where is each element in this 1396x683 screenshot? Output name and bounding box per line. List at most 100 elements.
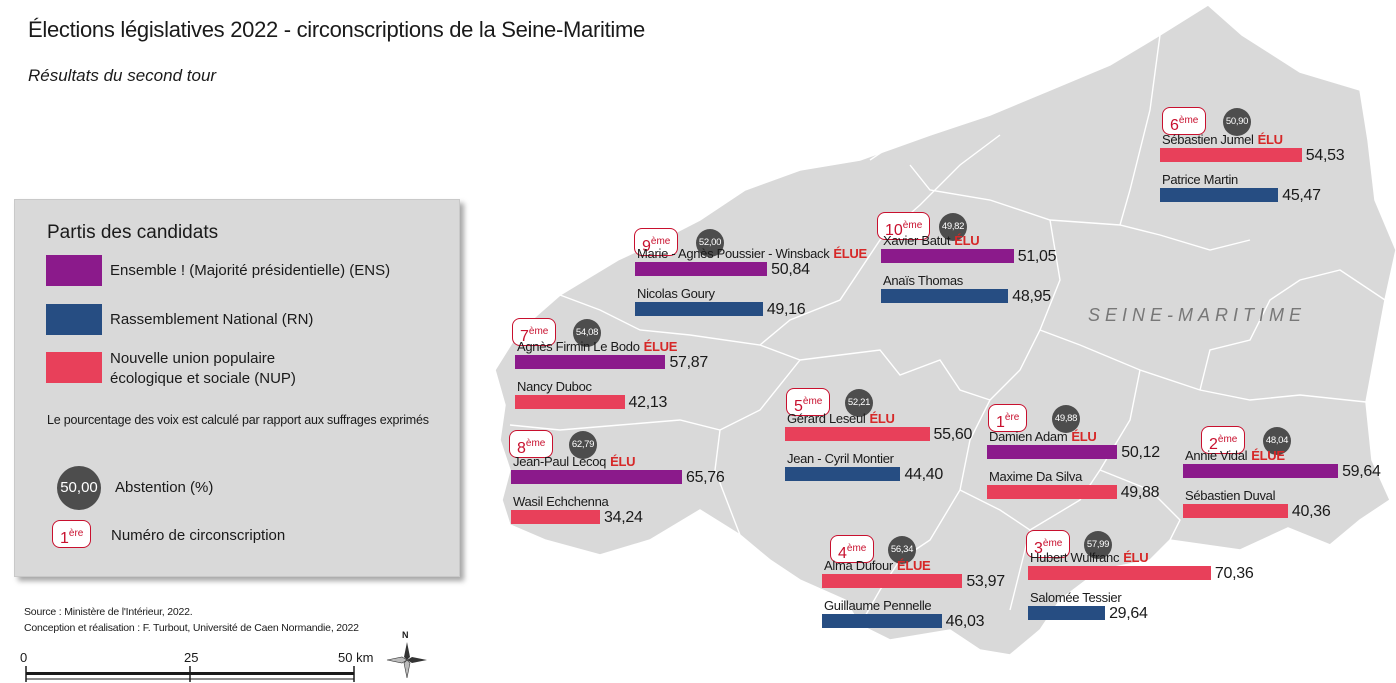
scale-bar: 0 25 50 km (20, 650, 390, 683)
circonscription-suffix: ème (846, 543, 867, 554)
abstention-circle: 49,88 (1052, 405, 1080, 433)
circonscription-suffix: ère (1004, 412, 1020, 423)
candidate-label: Damien Adam ÉLU (989, 429, 1097, 444)
candidate-name: Annie Vidal (1185, 448, 1248, 463)
circonscription-suffix: ème (1042, 538, 1063, 549)
candidate-name: Gérard Leseul (787, 411, 866, 426)
candidate-name: Jean - Cyril Montier (787, 451, 894, 466)
candidate-name: Sébastien Jumel (1162, 132, 1254, 147)
circonscription-number: 7 (520, 328, 529, 345)
source-line: Source : Ministère de l'Intérieur, 2022. (24, 606, 193, 618)
circonscription-number: 9 (642, 238, 651, 255)
legend-label-nup-line1: Nouvelle union populaire (110, 350, 276, 367)
candidate-label: Salomée Tessier (1030, 590, 1122, 605)
candidate-label: Marie - Agnès Poussier - Winsback ÉLUE (637, 246, 867, 261)
legend-label-ens: Ensemble ! (Majorité présidentielle) (EN… (110, 262, 391, 279)
vote-bar (881, 249, 1014, 263)
circonscription-badge: 9ème (634, 228, 679, 256)
vote-percentage: 54,53 (1305, 147, 1345, 164)
map-title: Élections législatives 2022 - circonscri… (28, 17, 645, 42)
candidate-label: Annie Vidal ÉLUE (1185, 448, 1285, 463)
circonscription-number: 5 (794, 398, 803, 415)
vote-bar (822, 574, 963, 588)
candidate-label: Sébastien Jumel ÉLU (1162, 132, 1283, 147)
circonscription-suffix: ème (1217, 434, 1238, 445)
legend-swatch-rn (46, 304, 102, 335)
abstention-circle: 56,34 (888, 536, 916, 564)
abstention-circle: 54,08 (573, 319, 601, 347)
legend-abstention-circle: 50,00 (57, 466, 101, 510)
elected-tag: ÉLUE (896, 558, 931, 573)
legend-badge-sup: ère (68, 528, 84, 539)
legend-title: Partis des candidats (47, 222, 219, 243)
candidate-label: Anaïs Thomas (883, 273, 963, 288)
candidate-name: Agnès Firmin Le Bodo (517, 339, 640, 354)
vote-percentage: 45,47 (1282, 187, 1321, 204)
circonscription-number: 4 (838, 545, 847, 562)
circonscription-number: 6 (1170, 117, 1179, 134)
vote-percentage: 50,12 (1121, 444, 1160, 461)
candidate-name: Nancy Duboc (517, 379, 592, 394)
candidate-label: Maxime Da Silva (989, 469, 1082, 484)
candidate-label: Hubert Wulfranc ÉLU (1030, 550, 1149, 565)
circonscription-badge: 5ème (786, 388, 831, 416)
candidate-label: Guillaume Pennelle (824, 598, 932, 613)
vote-percentage: 48,95 (1012, 288, 1051, 305)
circonscription-badge: 7ème (512, 318, 557, 346)
abstention-circle: 50,90 (1223, 108, 1251, 136)
elected-tag: ÉLUE (833, 246, 867, 261)
circonscription-suffix: ème (802, 396, 823, 407)
candidate-name: Alma Dufour (824, 558, 893, 573)
vote-bar (785, 467, 901, 481)
candidate-label: Agnès Firmin Le Bodo ÉLUE (517, 339, 677, 354)
candidate-name: Jean-Paul Lecoq (513, 454, 607, 469)
abstention-circle: 62,79 (569, 431, 597, 459)
legend-swatch-ens (46, 255, 102, 286)
elected-tag: ÉLU (954, 233, 980, 248)
legend-panel: Partis des candidats Ensemble ! (Majorit… (14, 199, 460, 577)
candidate-label: Wasil Echchenna (513, 494, 609, 509)
legend-note: Le pourcentage des voix est calculé par … (47, 413, 429, 427)
circonscription-badge: 4ème (830, 535, 875, 563)
vote-percentage: 42,13 (628, 394, 668, 411)
circonscription-number: 2 (1209, 436, 1218, 453)
vote-percentage: 55,60 (933, 426, 973, 443)
candidate-name: Guillaume Pennelle (824, 598, 932, 613)
circonscription-badge: 8ème (509, 430, 554, 458)
vote-percentage: 59,64 (1342, 463, 1381, 480)
candidate-label: Jean - Cyril Montier (787, 451, 894, 466)
circonscription-suffix: ème (902, 220, 923, 231)
elected-tag: ÉLU (1123, 550, 1149, 565)
elected-tag: ÉLU (1257, 132, 1283, 147)
vote-bar (1160, 148, 1302, 162)
abstention-circle: 57,99 (1084, 531, 1112, 559)
scale-tick-25: 25 (184, 650, 199, 665)
candidate-name: Damien Adam (989, 429, 1068, 444)
vote-percentage: 29,64 (1109, 605, 1148, 622)
candidate-label: Alma Dufour ÉLUE (824, 558, 931, 573)
scale-tick-50: 50 km (338, 650, 374, 665)
candidate-label: Nancy Duboc (517, 379, 592, 394)
candidate-label: Sébastien Duval (1185, 488, 1275, 503)
vote-bar (511, 470, 682, 484)
circonscription-badge: 6ème (1162, 107, 1207, 135)
map-subtitle: Résultats du second tour (28, 66, 217, 85)
legend-badge-num: 1 (60, 530, 69, 547)
candidate-name: Marie - Agnès Poussier - Winsback (637, 246, 830, 261)
candidate-name: Salomée Tessier (1030, 590, 1122, 605)
legend-label-rn: Rassemblement National (RN) (110, 311, 314, 328)
vote-bar (987, 485, 1117, 499)
circonscription-badge: 2ème (1201, 426, 1246, 454)
abstention-circle: 52,21 (845, 389, 873, 417)
circonscription-number: 10 (885, 222, 903, 239)
candidate-name: Xavier Batut (883, 233, 951, 248)
credits-line: Conception et réalisation : F. Turbout, … (24, 622, 359, 634)
vote-bar (1028, 566, 1211, 580)
scale-tick-0: 0 (20, 650, 28, 665)
vote-bar (635, 262, 768, 276)
abstention-circle: 52,00 (696, 229, 724, 257)
candidate-name: Nicolas Goury (637, 286, 715, 301)
vote-percentage: 50,84 (771, 261, 810, 278)
candidate-name: Sébastien Duval (1185, 488, 1276, 503)
